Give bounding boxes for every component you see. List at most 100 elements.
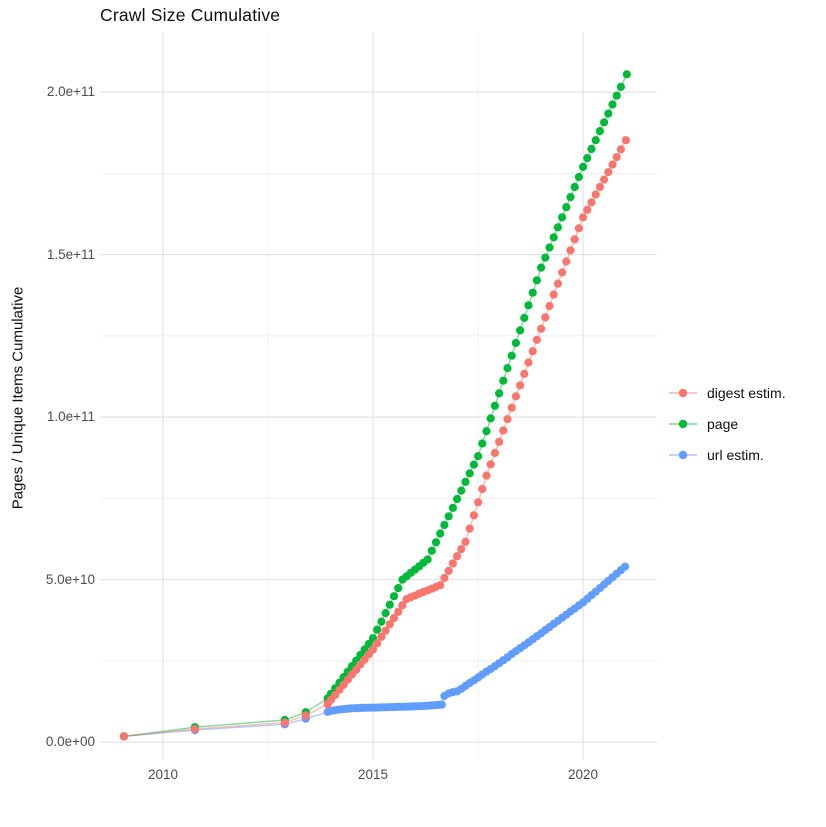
data-point [457,545,466,554]
data-point [482,427,491,436]
data-point [587,144,596,154]
data-point [373,625,382,634]
x-tick-label: 2010 [147,767,179,782]
data-point [591,190,600,199]
legend-dot-icon [678,419,688,428]
data-point [553,223,563,232]
data-point [474,498,483,507]
data-point [608,160,617,169]
data-point [541,253,550,262]
data-point [604,109,613,118]
data-point [394,584,403,593]
data-point [377,632,386,641]
data-point [520,313,529,323]
y-tick-label: 5.0e+10 [45,571,95,587]
data-point [566,193,575,202]
data-point [448,503,457,512]
data-point [507,403,516,412]
data-point [583,154,592,163]
data-point [574,172,584,182]
data-point [280,718,289,727]
data-point [621,562,630,571]
data-point [448,559,457,568]
data-point [486,414,495,423]
data-point [469,460,478,469]
data-point [427,546,436,555]
data-point [591,136,600,145]
data-point [528,347,537,356]
data-point [499,426,508,435]
data-point [583,205,592,214]
data-point [524,301,533,310]
data-point [616,82,626,91]
data-point [562,257,571,266]
data-point [190,725,199,734]
legend-item-digest-estim: digest estim. [668,377,786,408]
data-point [579,213,588,222]
data-point [553,279,563,288]
data-point [385,620,394,629]
data-point [558,268,567,277]
data-point [524,358,533,367]
legend-label-page: page [707,415,739,432]
data-point [394,607,403,616]
legend-item-url-estim: url estim. [668,439,786,470]
series-points-digest-estim- [119,136,631,741]
data-point [398,601,407,610]
data-point [436,581,445,590]
data-point [486,460,495,469]
data-point [511,392,520,401]
data-point [520,369,529,378]
y-axis-title: Pages / Unique Items Cumulative [9,286,27,510]
y-tick-label: 1.5e+11 [46,246,95,262]
data-point [495,389,504,398]
series-points-page [119,70,631,741]
data-point [453,494,462,504]
legend-dot-icon [678,450,688,459]
data-point [516,381,525,390]
data-point [621,136,631,145]
data-point [622,70,631,79]
data-point [595,127,605,136]
data-point [608,100,617,109]
data-point [549,233,558,242]
data-point [574,224,584,233]
data-point [119,732,128,741]
legend-item-page: page [668,408,786,439]
data-point [612,153,621,162]
data-point [385,600,394,609]
data-point [444,512,453,521]
legend-key-page [669,419,697,428]
x-tick-label: 2015 [358,767,389,782]
data-point [444,566,453,576]
data-point [465,524,474,533]
legend-dot-icon [678,388,688,397]
data-point [465,469,474,478]
data-point [537,263,546,272]
data-point [537,324,546,333]
data-point [381,626,390,635]
data-point [600,175,609,184]
data-point [423,555,432,564]
data-point [511,338,520,348]
data-point [368,645,378,654]
data-point [490,448,499,457]
data-point [616,145,626,154]
data-point [431,538,441,547]
data-point [482,471,491,480]
data-point [566,246,575,255]
data-point [499,376,508,385]
data-point [440,520,449,530]
legend-label-digest-estim: digest estim. [707,384,786,401]
gridlines-minor [100,33,657,760]
data-point [545,301,554,311]
y-tick-label: 1.0e+11 [46,409,95,425]
gridlines-major [100,33,657,760]
y-tick-label: 2.0e+11 [46,84,95,100]
data-point [587,198,596,207]
data-point [532,335,542,344]
data-point [389,592,399,601]
data-point [495,437,504,446]
data-point [478,484,487,494]
